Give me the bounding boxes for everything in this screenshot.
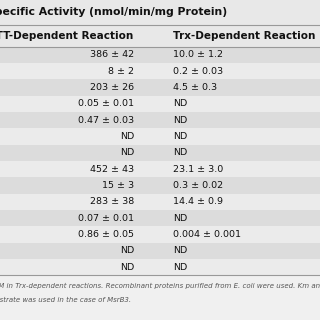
Text: Trx-Dependent Reaction: Trx-Dependent Reaction — [173, 31, 315, 41]
Bar — [0, 194, 320, 210]
Bar — [0, 79, 320, 96]
Text: 14.4 ± 0.9: 14.4 ± 0.9 — [173, 197, 223, 206]
Text: 8 ± 2: 8 ± 2 — [108, 67, 134, 76]
Text: ND: ND — [173, 213, 187, 223]
Bar — [0, 25, 320, 47]
Text: 452 ± 43: 452 ± 43 — [90, 164, 134, 174]
Text: DTT-Dependent Reaction: DTT-Dependent Reaction — [0, 31, 133, 41]
Text: 0.004 ± 0.001: 0.004 ± 0.001 — [173, 230, 241, 239]
Text: 0 μM in Trx-dependent reactions. Recombinant proteins purified from E. coli were: 0 μM in Trx-dependent reactions. Recombi… — [0, 283, 320, 289]
Bar — [0, 128, 320, 145]
Bar — [0, 112, 320, 128]
Text: 386 ± 42: 386 ± 42 — [90, 50, 134, 60]
Bar — [0, 177, 320, 194]
Bar — [0, 226, 320, 243]
Text: ND: ND — [173, 116, 187, 125]
Text: ND: ND — [173, 246, 187, 255]
Text: 10.0 ± 1.2: 10.0 ± 1.2 — [173, 50, 223, 60]
Text: ND: ND — [173, 148, 187, 157]
Bar — [0, 63, 320, 79]
Bar — [0, 210, 320, 226]
Text: 4.5 ± 0.3: 4.5 ± 0.3 — [173, 83, 217, 92]
Bar — [0, 161, 320, 177]
Text: 0.47 ± 0.03: 0.47 ± 0.03 — [78, 116, 134, 125]
Text: 203 ± 26: 203 ± 26 — [90, 83, 134, 92]
Bar — [0, 243, 320, 259]
Text: 15 ± 3: 15 ± 3 — [102, 181, 134, 190]
Text: 0.07 ± 0.01: 0.07 ± 0.01 — [78, 213, 134, 223]
Bar — [0, 96, 320, 112]
Text: ND: ND — [173, 262, 187, 272]
Text: Specific Activity (nmol/min/mg Protein): Specific Activity (nmol/min/mg Protein) — [0, 7, 227, 18]
Text: substrate was used in the case of MsrB3.: substrate was used in the case of MsrB3. — [0, 297, 131, 303]
Bar — [0, 145, 320, 161]
Text: ND: ND — [173, 132, 187, 141]
Text: 0.86 ± 0.05: 0.86 ± 0.05 — [78, 230, 134, 239]
Text: ND: ND — [120, 262, 134, 272]
Bar — [0, 259, 320, 275]
Bar — [0, 0, 320, 25]
Text: ND: ND — [120, 132, 134, 141]
Text: ND: ND — [173, 99, 187, 108]
Text: 0.05 ± 0.01: 0.05 ± 0.01 — [78, 99, 134, 108]
Text: 283 ± 38: 283 ± 38 — [90, 197, 134, 206]
Text: ND: ND — [120, 246, 134, 255]
Text: ND: ND — [120, 148, 134, 157]
Text: 23.1 ± 3.0: 23.1 ± 3.0 — [173, 164, 223, 174]
Bar — [0, 47, 320, 63]
Text: 0.3 ± 0.02: 0.3 ± 0.02 — [173, 181, 223, 190]
Text: 0.2 ± 0.03: 0.2 ± 0.03 — [173, 67, 223, 76]
